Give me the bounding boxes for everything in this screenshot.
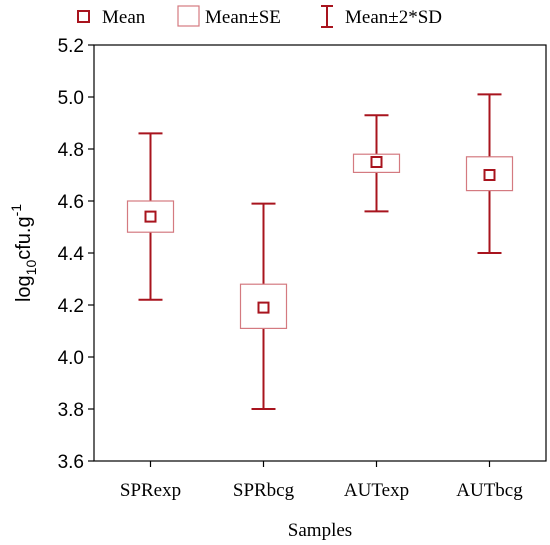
y-tick-label: 5.0 [58, 88, 84, 109]
se-box [465, 156, 514, 192]
mean-marker [483, 169, 496, 181]
mean-marker [144, 210, 157, 223]
y-axis: 3.6 3.8 4.0 4.2 4.4 4.6 4.8 5.0 5.2 [58, 36, 94, 473]
y-tick-label: 4.0 [58, 348, 84, 369]
x-axis: SPRexp SPRbcg AUTexp AUTbcg [120, 461, 523, 501]
y-tick-label: 4.2 [58, 296, 84, 317]
legend-se-label: Mean±SE [205, 7, 281, 28]
x-tick-label: SPRbcg [233, 480, 295, 501]
legend-se-box [177, 5, 200, 27]
legend-sd-whisker [321, 5, 333, 28]
category-group-sprbcg [239, 202, 288, 410]
x-axis-title: Samples [288, 520, 352, 541]
x-tick-label: SPRexp [120, 480, 181, 501]
y-tick-label: 4.4 [58, 244, 85, 265]
y-axis-title: log10cfu.g-1 [8, 204, 39, 302]
y-tick-label: 4.6 [58, 192, 84, 213]
mean-marker [257, 301, 270, 314]
data-marks [126, 93, 514, 410]
mean-marker [370, 156, 383, 168]
y-tick-label: 3.6 [58, 452, 84, 473]
category-group-sprexp [126, 132, 175, 301]
x-tick-label: AUTexp [344, 480, 409, 501]
y-tick-label: 5.2 [58, 36, 84, 57]
legend-mean-marker [77, 10, 90, 23]
y-tick-label: 4.8 [58, 140, 84, 161]
legend-mean-label: Mean [102, 7, 146, 28]
legend: Mean Mean±SE Mean±2*SD [77, 5, 442, 28]
category-group-autexp [352, 114, 401, 213]
category-group-autbcg [465, 93, 514, 254]
legend-sd-label: Mean±2*SD [345, 7, 442, 28]
x-tick-label: AUTbcg [456, 480, 523, 501]
y-tick-label: 3.8 [58, 400, 84, 421]
